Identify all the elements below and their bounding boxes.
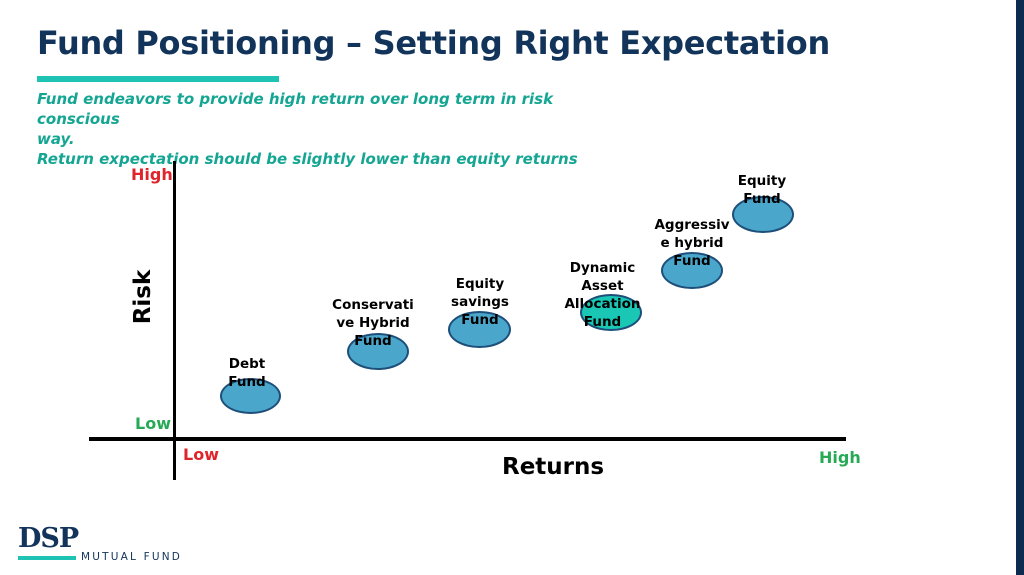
- risk-high-label: High: [131, 165, 173, 184]
- risk-axis-line: [173, 161, 176, 480]
- fund-bubble-debt: [220, 378, 281, 414]
- fund-label-equity-savings: Equity savings Fund: [451, 276, 509, 328]
- returns-low-label: Low: [183, 445, 219, 464]
- fund-label-dynamic-asset-allocation: Dynamic Asset Allocation Fund: [564, 260, 641, 330]
- fund-label-conservative-hybrid: Conservati ve Hybrid Fund: [332, 297, 414, 349]
- slide-title: Fund Positioning – Setting Right Expecta…: [37, 24, 830, 62]
- right-edge-bar: [1016, 0, 1024, 575]
- subtitle-line: way.: [37, 130, 75, 148]
- fund-bubble-dynamic-asset-allocation: [580, 294, 642, 331]
- returns-axis-line: [89, 437, 846, 441]
- slide-subtitle: Fund endeavors to provide high return ov…: [37, 89, 637, 169]
- subtitle-line: Return expectation should be slightly lo…: [37, 150, 578, 168]
- logo-underline: [18, 556, 76, 560]
- fund-label-aggressive-hybrid: Aggressiv e hybrid Fund: [654, 217, 730, 269]
- fund-bubble-aggressive-hybrid: [661, 252, 723, 289]
- title-underline: [37, 76, 279, 82]
- logo-tagline: MUTUAL FUND: [81, 551, 183, 563]
- fund-bubble-equity-savings: [448, 311, 511, 348]
- subtitle-line: Fund endeavors to provide high return ov…: [37, 90, 554, 128]
- returns-axis-title: Returns: [502, 454, 605, 480]
- risk-low-label: Low: [135, 414, 171, 433]
- returns-high-label: High: [819, 448, 861, 467]
- fund-label-equity: Equity Fund: [737, 173, 787, 207]
- risk-axis-title: Risk: [130, 269, 156, 325]
- fund-bubble-conservative-hybrid: [347, 333, 409, 370]
- logo-wordmark: DSP: [18, 523, 79, 554]
- fund-label-debt: Debt Fund: [228, 356, 266, 390]
- fund-bubble-equity: [732, 196, 794, 233]
